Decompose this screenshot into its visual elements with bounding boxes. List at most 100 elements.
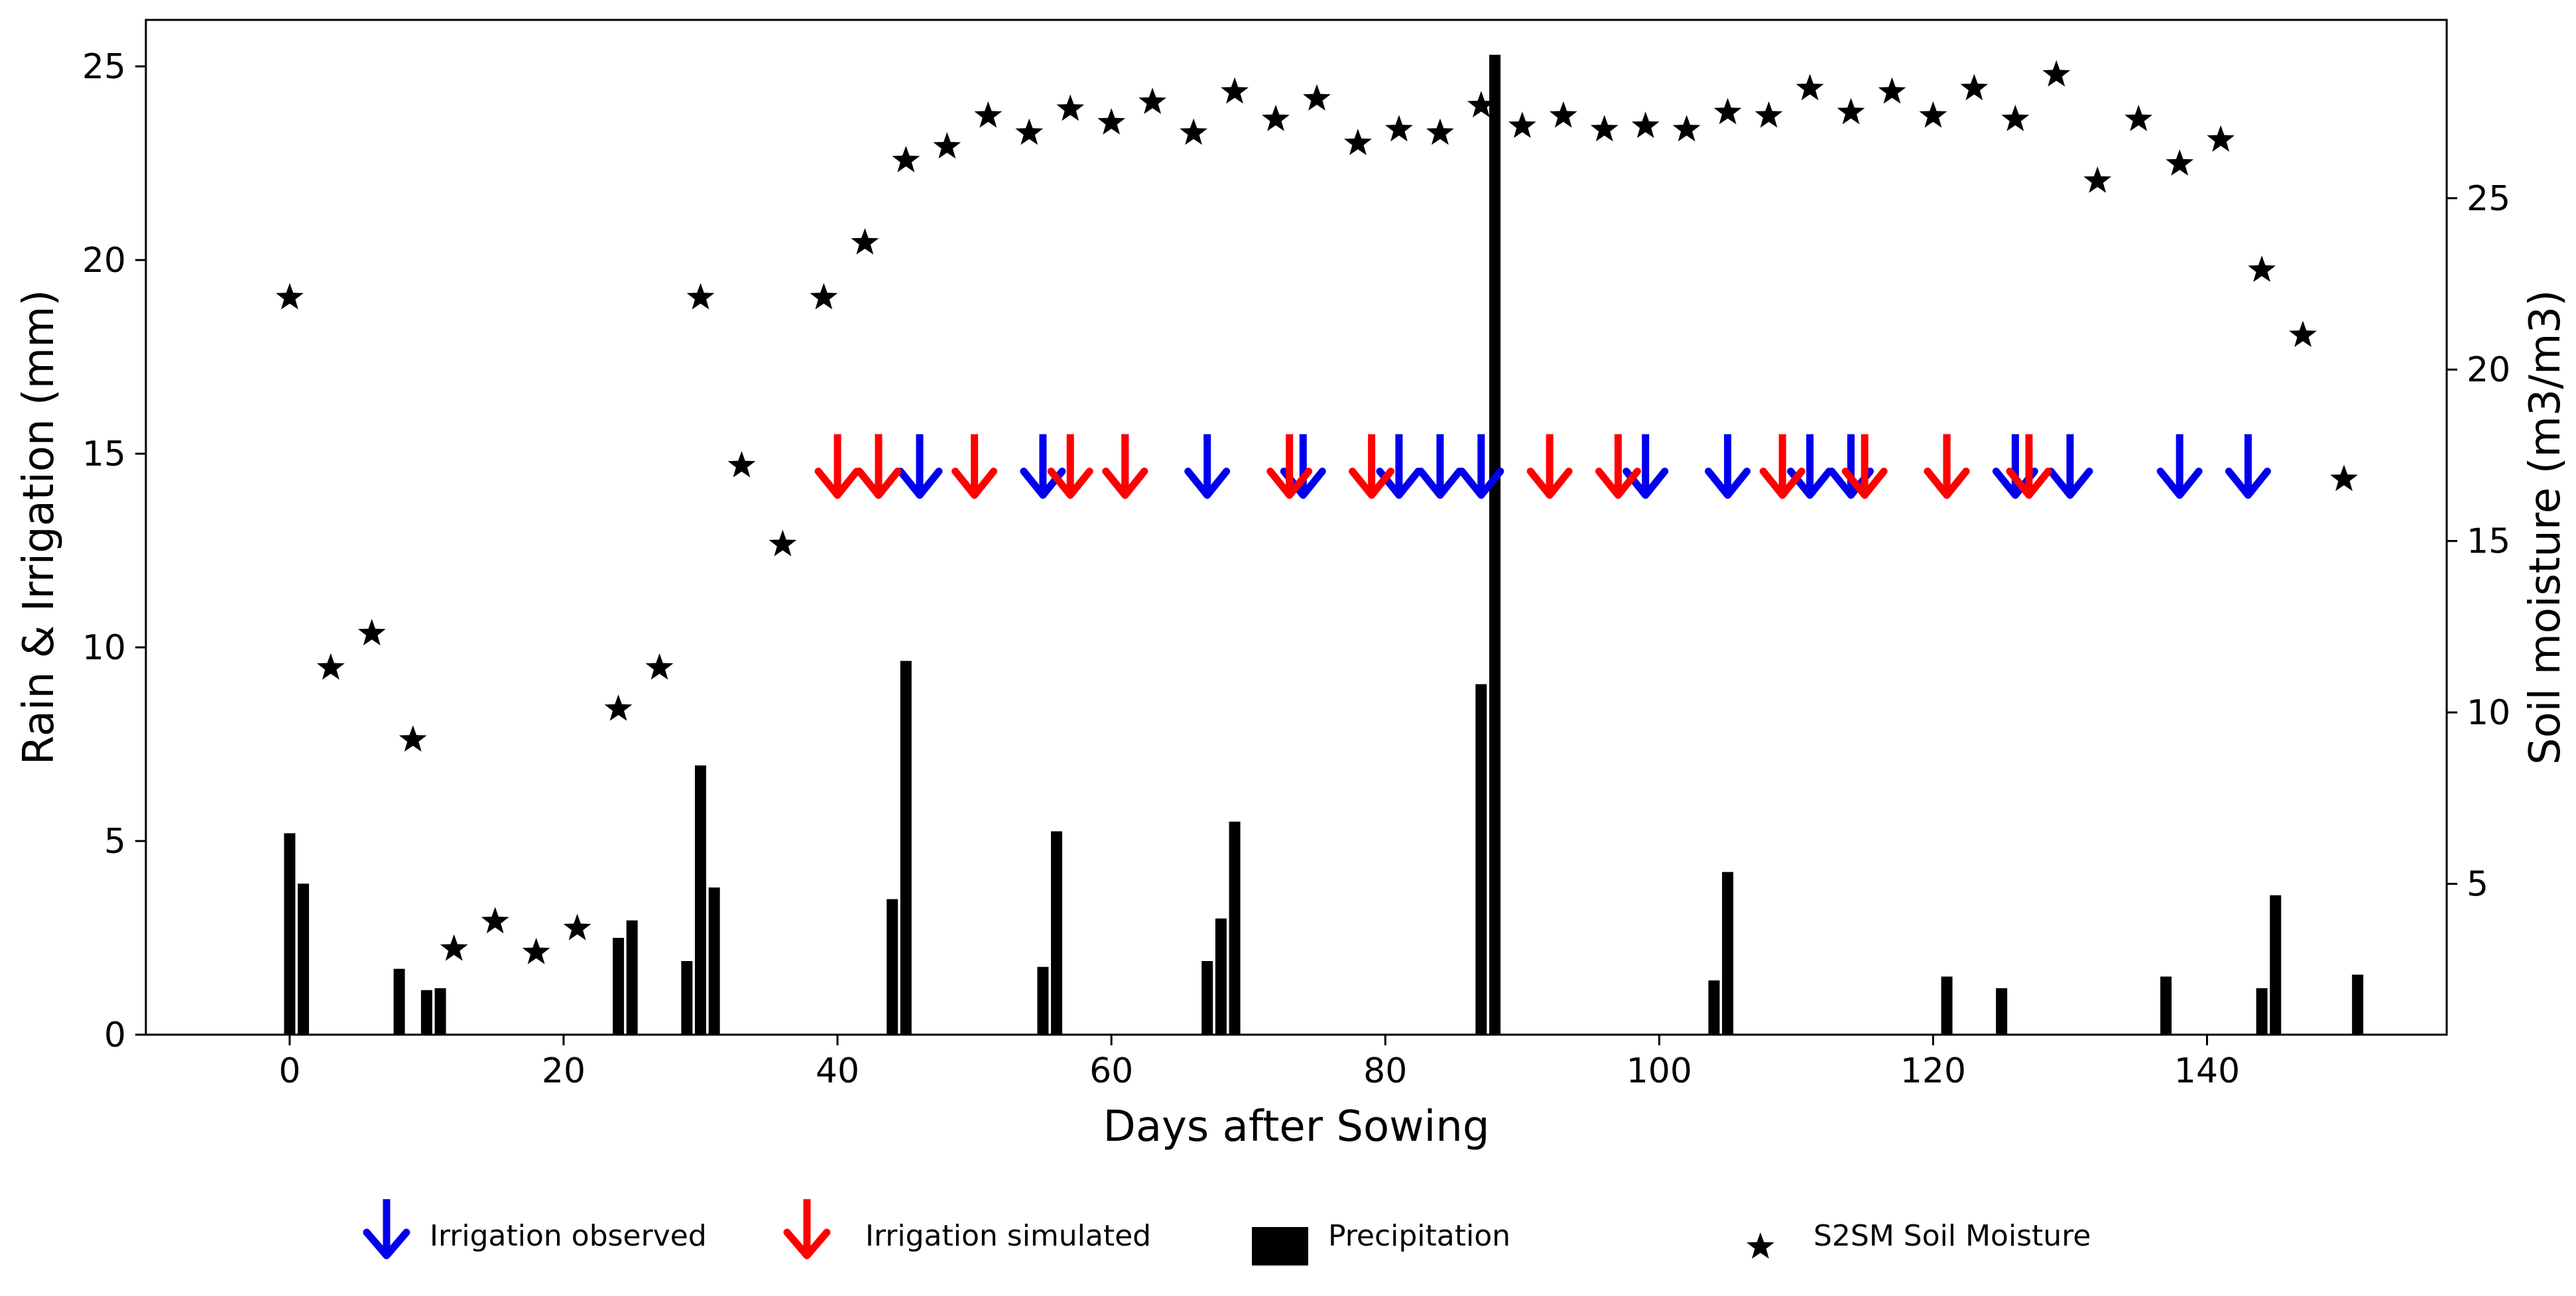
x-tick-label: 60: [1089, 1051, 1133, 1091]
soil-moisture-point: [933, 132, 961, 159]
x-tick-label: 0: [278, 1051, 300, 1091]
soil-moisture-point: [1796, 74, 1824, 101]
soil-moisture-point: [2166, 149, 2194, 176]
irrigation-observed-arrow: [1787, 434, 1833, 499]
right-y-axis-label: Soil moisture (m3/m3): [2521, 290, 2570, 765]
precipitation-bar: [887, 899, 898, 1035]
soil-moisture-point: [399, 725, 427, 752]
precipitation-bar: [1941, 976, 1953, 1035]
right-y-tick-label: 25: [2467, 179, 2510, 219]
x-tick-label: 140: [2174, 1051, 2240, 1091]
left-y-tick-label: 20: [82, 241, 126, 281]
irrigation-simulated-arrow: [1526, 434, 1573, 499]
precipitation-bar: [1708, 980, 1720, 1035]
soil-moisture-point: [316, 653, 345, 680]
soil-moisture-point: [686, 283, 715, 310]
left-y-axis-label: Rain & Irrigation (mm): [15, 290, 64, 765]
soil-moisture-point: [974, 101, 1003, 128]
x-tick-label: 40: [816, 1051, 859, 1091]
irrigation-observed-arrow: [1417, 434, 1463, 499]
soil-moisture-point: [1467, 91, 1495, 117]
soil-moisture-point: [1754, 101, 1783, 128]
left-y-tick-label: 10: [82, 628, 126, 668]
soil-moisture-point: [563, 913, 591, 940]
right-y-axis: 5 10 15 20 25: [2447, 179, 2510, 905]
soil-moisture-point: [357, 619, 386, 645]
soil-moisture-point: [1138, 88, 1166, 114]
x-tick-label: 100: [1626, 1051, 1692, 1091]
irrigation-simulated-arrow: [2006, 434, 2052, 499]
irrigation-simulated-arrow: [1924, 434, 1970, 499]
soil-moisture-point: [2042, 60, 2071, 87]
irrigation-simulated-arrow: [1759, 434, 1806, 499]
soil-moisture-point: [810, 283, 838, 310]
right-y-tick-label: 5: [2467, 865, 2488, 905]
precipitation-bar: [1051, 831, 1062, 1035]
irrigation-simulated-arrow: [855, 434, 902, 499]
soil-moisture-point: [1713, 97, 1742, 125]
soil-moisture-points: [276, 60, 2358, 964]
soil-moisture-point: [1262, 104, 1290, 131]
left-y-axis: 0 5 10 15 20 25: [82, 47, 146, 1055]
soil-moisture-point: [440, 934, 468, 961]
left-y-tick-label: 25: [82, 47, 126, 87]
soil-moisture-point: [2330, 464, 2358, 491]
legend-item-precipitation: Precipitation: [1252, 1219, 1510, 1265]
soil-moisture-point: [276, 283, 304, 310]
irrigation-observed-arrow: [1376, 434, 1422, 499]
legend-label-soil-moisture: S2SM Soil Moisture: [1813, 1219, 2091, 1253]
legend: Irrigation observed Irrigation simulated…: [363, 1199, 2091, 1265]
soil-moisture-point: [645, 653, 674, 680]
precipitation-bar: [613, 938, 625, 1035]
precipitation-bar: [1489, 54, 1501, 1035]
left-y-tick-label: 5: [104, 822, 126, 862]
soil-moisture-point: [1631, 111, 1660, 138]
soil-moisture-point: [481, 907, 509, 934]
irrigation-observed-arrow: [896, 434, 943, 499]
soil-moisture-point: [604, 694, 633, 721]
precipitation-bar: [1996, 988, 2008, 1035]
right-y-tick-label: 15: [2467, 522, 2510, 562]
irrigation-simulated-arrow: [1349, 434, 1395, 499]
soil-moisture-point: [1385, 115, 1413, 142]
legend-label-simulated: Irrigation simulated: [865, 1219, 1151, 1253]
soil-moisture-point: [727, 451, 756, 478]
soil-moisture-point: [2248, 255, 2276, 283]
soil-moisture-point: [1590, 115, 1619, 142]
soil-moisture-point: [2001, 104, 2030, 131]
precipitation-bar: [2160, 976, 2172, 1035]
irrigation-observed-arrow: [1020, 434, 1066, 499]
precipitation-bar: [1215, 918, 1227, 1035]
irrigation-arrows: [814, 434, 2271, 499]
blue-down-arrow-icon: [363, 1199, 410, 1260]
soil-moisture-point: [1180, 118, 1207, 145]
soil-moisture-point: [892, 145, 920, 172]
precipitation-bar: [1475, 684, 1487, 1035]
irrigation-observed-arrow: [1184, 434, 1231, 499]
soil-moisture-point: [1015, 118, 1044, 145]
soil-moisture-point: [2124, 104, 2153, 131]
black-star-icon: [1747, 1232, 1774, 1259]
black-rectangle-icon: [1252, 1227, 1308, 1265]
soil-moisture-point: [1426, 118, 1454, 145]
precipitation-bar: [681, 961, 693, 1035]
irrigation-simulated-arrow: [951, 434, 998, 499]
soil-moisture-point: [1919, 101, 1947, 128]
precipitation-bar: [900, 661, 912, 1035]
soil-moisture-point: [2083, 166, 2112, 193]
soil-moisture-point: [1960, 74, 1989, 101]
irrigation-simulated-arrow: [1266, 434, 1313, 499]
left-y-tick-label: 15: [82, 434, 126, 474]
soil-moisture-point: [2289, 320, 2317, 348]
legend-label-observed: Irrigation observed: [430, 1219, 707, 1253]
precipitation-bar: [1037, 966, 1049, 1035]
precipitation-bar: [1229, 821, 1241, 1035]
precipitation-bar: [626, 920, 638, 1035]
irrigation-observed-arrow: [1623, 434, 1669, 499]
soil-moisture-point: [1672, 115, 1701, 142]
soil-moisture-point: [1344, 129, 1372, 155]
irrigation-observed-arrow: [1458, 434, 1504, 499]
precipitation-bar: [393, 968, 405, 1035]
soil-moisture-point: [1221, 77, 1249, 104]
